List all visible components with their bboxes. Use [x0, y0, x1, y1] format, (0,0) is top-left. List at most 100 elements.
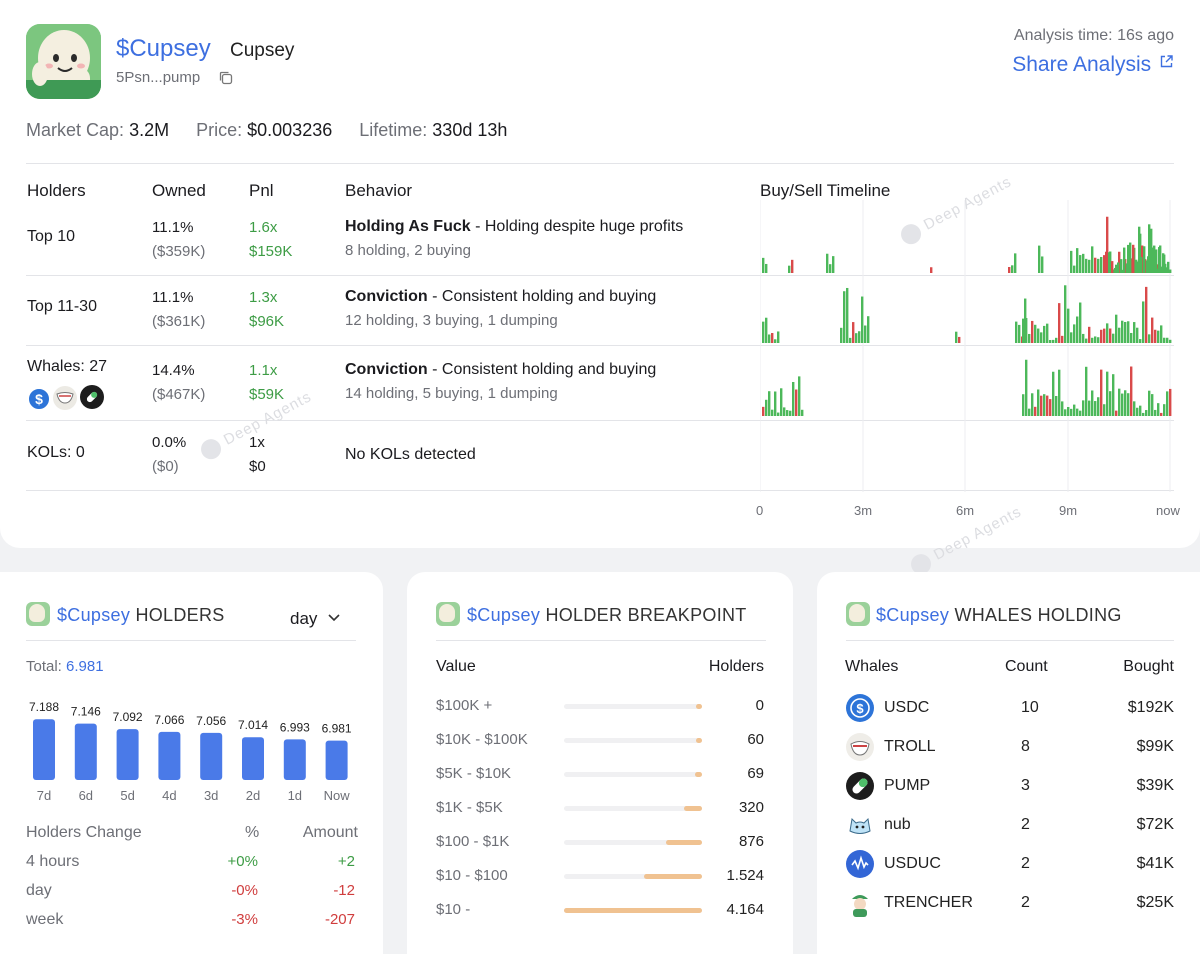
cupsey-logo-icon — [26, 602, 50, 626]
holders-card-title-text: HOLDERS — [130, 605, 225, 625]
buy-bar — [1052, 371, 1055, 416]
buy-bar — [1143, 246, 1146, 273]
sell-bar — [852, 322, 855, 343]
row-holders: Top 10 — [27, 228, 76, 245]
row-pnl-x: 1.1x — [249, 362, 278, 379]
breakpoint-fill — [666, 840, 702, 845]
buy-bar — [765, 399, 768, 416]
breakpoint-holders: 0 — [755, 697, 764, 714]
whale-name: nub — [884, 816, 911, 833]
pump-icon[interactable] — [79, 385, 104, 409]
sell-bar — [1049, 399, 1052, 416]
sell-bar — [795, 389, 798, 416]
row-behavior: Conviction - Consistent holding and buyi… — [345, 361, 656, 379]
bar-value-label: 6.993 — [280, 720, 310, 734]
change-amount: -12 — [333, 882, 355, 899]
usdc-icon[interactable]: $ — [27, 387, 51, 411]
list-item[interactable]: TRENCHER 2 $25K — [817, 889, 1200, 919]
whale-name: USDUC — [884, 855, 941, 872]
copy-icon[interactable] — [218, 70, 234, 86]
breakpoint-holders: 60 — [747, 731, 764, 748]
buy-bar — [777, 331, 780, 343]
list-item: $10 - $100 1.524 — [407, 867, 793, 889]
whales-holding-card: $Cupsey WHALES HOLDING Whales Count Boug… — [817, 572, 1200, 954]
total-holders: Total: 6.981 — [26, 658, 104, 675]
buy-bar — [1129, 242, 1132, 273]
buy-bar — [1067, 308, 1070, 343]
total-value: 6.981 — [66, 658, 104, 675]
buy-bar — [1085, 258, 1088, 273]
buy-bar — [1073, 324, 1076, 343]
divider — [846, 640, 1174, 641]
divider — [436, 640, 766, 641]
buy-bar — [1070, 408, 1073, 416]
token-ticker[interactable]: $Cupsey — [116, 35, 211, 62]
buy-bar — [1052, 339, 1055, 343]
bar-category-label: 4d — [162, 788, 176, 803]
list-item[interactable]: nub 2 $72K — [817, 811, 1200, 841]
cupsey-logo-icon — [846, 602, 870, 626]
change-pct: -0% — [231, 882, 258, 899]
buy-bar — [1124, 390, 1127, 416]
whales-col-count: Count — [1005, 658, 1048, 675]
bar-category-label: 5d — [120, 788, 134, 803]
buy-bar — [1139, 405, 1142, 416]
row-pnl-x: 1.3x — [249, 289, 278, 306]
buy-bar — [1163, 404, 1166, 416]
header-pnl: Pnl — [249, 181, 274, 200]
buy-bar — [1022, 394, 1025, 416]
row-behavior: No KOLs detected — [345, 446, 476, 463]
row-divider — [26, 345, 1174, 346]
buy-bar — [765, 317, 768, 343]
buy-bar — [1014, 253, 1017, 273]
sell-bar — [958, 336, 961, 343]
buy-bar — [1064, 285, 1067, 343]
bar-category-label: 2d — [246, 788, 260, 803]
whale-bought: $99K — [1136, 738, 1174, 755]
buy-bar — [1108, 252, 1111, 273]
bar-category-label: 7d — [37, 788, 51, 803]
list-item[interactable]: TROLL 8 $99K — [817, 733, 1200, 763]
buy-bar — [1091, 246, 1094, 273]
buy-bar — [801, 409, 804, 416]
sell-bar — [791, 259, 794, 273]
buy-bar — [1079, 255, 1082, 273]
whale-count: 10 — [1021, 699, 1039, 716]
share-analysis-link[interactable]: Share Analysis — [1012, 53, 1174, 77]
divider — [26, 640, 356, 641]
buy-sell-timeline — [760, 200, 1172, 492]
buy-bar — [777, 412, 780, 416]
buy-bar — [1160, 325, 1163, 343]
buy-bar — [1161, 267, 1164, 273]
sell-bar — [1154, 329, 1157, 343]
breakpoint-track — [564, 874, 702, 879]
list-item[interactable]: $ USDC 10 $192K — [817, 694, 1200, 724]
holders-bar — [74, 723, 97, 780]
period-dropdown[interactable]: day — [290, 609, 340, 629]
buy-bar — [955, 331, 958, 343]
troll-icon[interactable] — [53, 386, 78, 410]
buy-bar — [1067, 406, 1070, 416]
buy-bar — [1061, 401, 1064, 416]
list-item[interactable]: PUMP 3 $39K — [817, 772, 1200, 802]
whale-count: 3 — [1021, 777, 1030, 794]
buy-bar — [1037, 389, 1040, 416]
whale-bought: $41K — [1136, 855, 1174, 872]
buy-bar — [867, 316, 870, 343]
breakpoint-range: $10 - — [436, 901, 471, 918]
buy-bar — [1058, 369, 1061, 416]
buy-bar — [1070, 250, 1073, 273]
buy-bar — [1049, 339, 1052, 343]
buy-bar — [1076, 316, 1079, 343]
usduc-icon — [846, 850, 874, 878]
buy-bar — [849, 337, 852, 343]
buy-bar — [1094, 401, 1097, 416]
buy-bar — [762, 257, 765, 273]
behavior-title: Conviction — [345, 288, 428, 305]
breakpoint-holders: 876 — [738, 833, 764, 850]
price-label: Price: — [196, 120, 243, 140]
list-item[interactable]: USDUC 2 $41K — [817, 850, 1200, 880]
buy-bar — [864, 325, 867, 343]
buy-bar — [1127, 321, 1130, 343]
breakpoint-col-value: Value — [436, 658, 476, 675]
